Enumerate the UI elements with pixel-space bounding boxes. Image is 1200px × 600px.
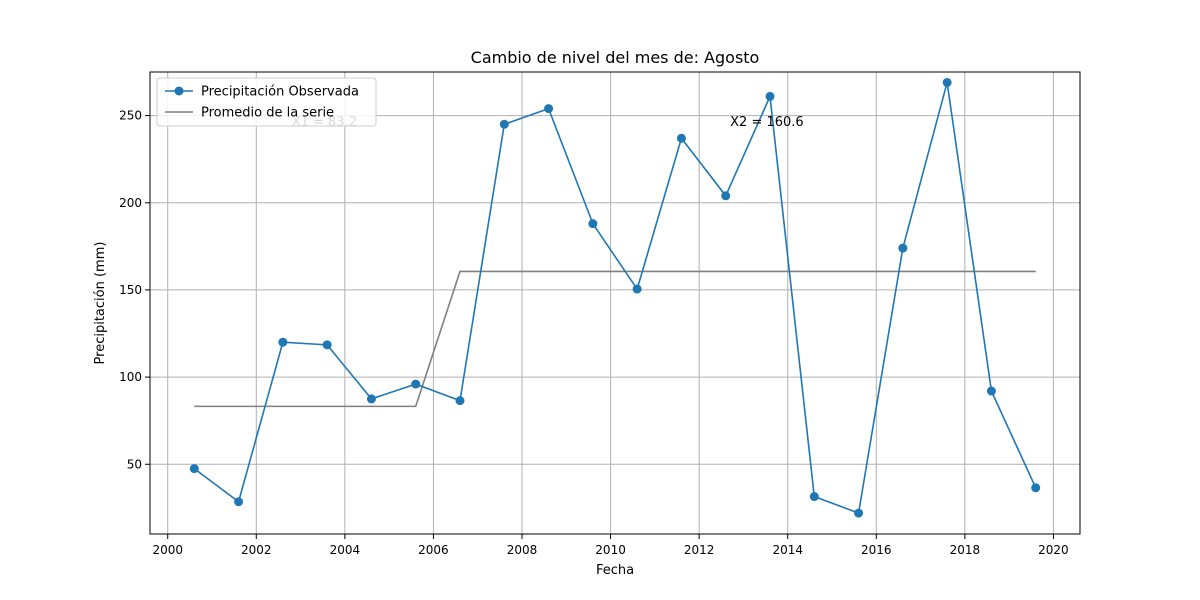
data-point [1031, 483, 1041, 493]
data-point [986, 386, 996, 396]
x-tick-label: 2020 [1038, 543, 1069, 557]
x-tick-label: 2006 [418, 543, 449, 557]
axes: 2000 2002 2004 2006 2008 2010 2012 2014 2016 2018… [119, 109, 1069, 557]
legend: Precipitación Observada Promedio de la se… [156, 77, 377, 127]
series-line-1 [194, 270, 1036, 408]
x-tick-label: 2002 [241, 543, 272, 557]
data-point [411, 379, 421, 389]
data-point [809, 492, 819, 502]
series-line-0 [193, 82, 1037, 515]
data-point [278, 337, 288, 347]
y-axis-label: Precipitación (mm) [93, 242, 108, 365]
plot-area [149, 71, 1081, 535]
series-layer [189, 77, 1041, 518]
data-point [898, 243, 908, 253]
legend-entry-label: Promedio de la serie [201, 106, 334, 121]
data-point [322, 340, 332, 350]
data-point [588, 219, 598, 229]
data-point [234, 497, 244, 507]
data-point [189, 464, 199, 474]
data-point [765, 91, 775, 101]
legend-box [156, 77, 377, 127]
y-tick-label: 150 [119, 283, 142, 297]
x-tick-label: 2008 [507, 543, 538, 557]
data-point [942, 77, 952, 87]
annotation-label: X2 = 160.6 [730, 115, 804, 130]
y-tick-label: 100 [119, 370, 142, 384]
y-tick-label: 50 [127, 457, 142, 471]
data-point [676, 133, 686, 143]
x-tick-label: 2014 [772, 543, 803, 557]
data-point [632, 284, 642, 294]
x-tick-label: 2016 [861, 543, 892, 557]
chart-title: Cambio de nivel del mes de: Agosto [471, 48, 760, 67]
data-point [721, 191, 731, 201]
data-point [854, 508, 864, 518]
data-point [544, 104, 554, 114]
grid [150, 72, 1080, 534]
x-tick-label: 2018 [950, 543, 981, 557]
data-point [499, 119, 509, 129]
legend-entry-label: Precipitación Observada [201, 85, 359, 100]
data-point [366, 394, 376, 404]
x-tick-label: 2010 [595, 543, 626, 557]
y-tick-label: 200 [119, 196, 142, 210]
y-tick-label: 250 [119, 109, 142, 123]
x-tick-label: 2012 [684, 543, 715, 557]
data-point [455, 396, 465, 406]
legend-swatch-marker [174, 86, 184, 96]
x-tick-label: 2000 [152, 543, 183, 557]
x-axis-label: Fecha [596, 563, 634, 578]
x-tick-label: 2004 [330, 543, 361, 557]
